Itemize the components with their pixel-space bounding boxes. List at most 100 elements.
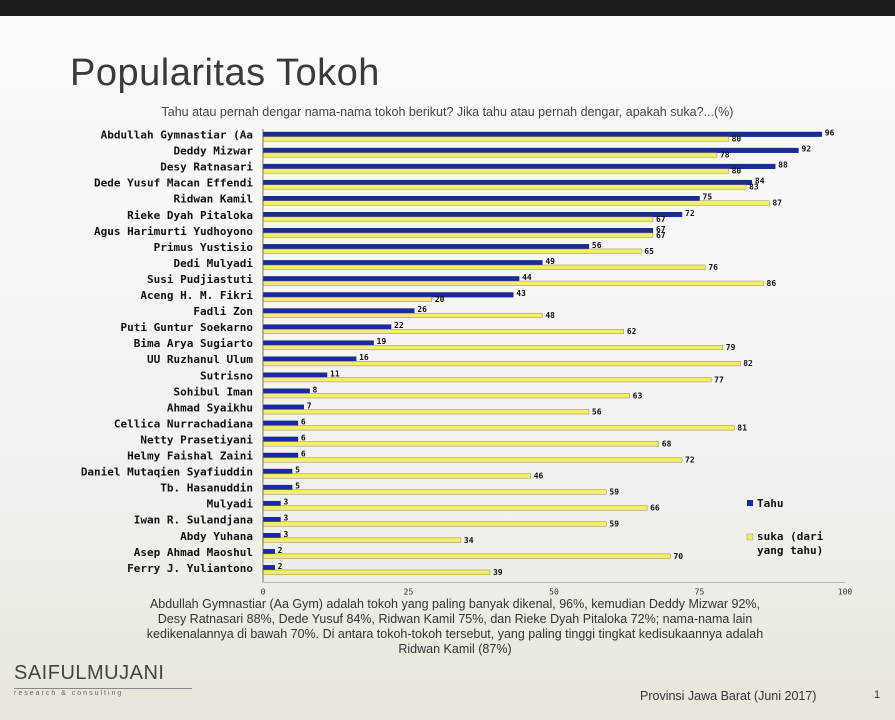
page-number: 1 — [874, 689, 881, 701]
data-label-tahu: 6 — [301, 433, 306, 442]
bar-suka — [262, 489, 607, 495]
bar-tahu — [262, 340, 374, 346]
category-label: Aceng H. M. Fikri — [140, 289, 253, 302]
category-label: Helmy Faishal Zaini — [127, 450, 253, 463]
bar-tahu — [262, 533, 281, 539]
chart-question: Tahu atau pernah dengar nama-nama tokoh … — [161, 105, 734, 119]
data-label-suka: 81 — [737, 423, 747, 432]
data-label-tahu: 43 — [516, 289, 526, 298]
bar-suka — [262, 345, 723, 351]
bar-tahu — [262, 147, 799, 153]
bar-suka — [262, 312, 543, 318]
bar-suka — [262, 473, 531, 479]
bar-suka — [262, 248, 642, 254]
data-label-suka: 83 — [749, 183, 759, 192]
bar-suka — [262, 152, 718, 158]
data-label-tahu: 3 — [283, 498, 288, 507]
category-label: Fadli Zon — [193, 305, 253, 318]
category-label: Rieke Dyah Pitaloka — [127, 209, 253, 222]
bar-suka — [262, 425, 735, 431]
legend-label-tahu: Tahu — [757, 497, 784, 510]
x-tick-label: 25 — [404, 587, 414, 596]
caption-line: kedikenalannya di bawah 70%. Di antara t… — [146, 627, 764, 641]
data-label-suka: 56 — [592, 407, 602, 416]
data-label-suka: 70 — [673, 552, 683, 561]
bar-tahu — [262, 276, 520, 282]
bar-tahu — [262, 388, 310, 394]
bar-suka — [262, 537, 462, 543]
bar-suka — [262, 569, 491, 575]
data-label-suka: 20 — [435, 295, 445, 304]
data-label-suka: 34 — [464, 536, 474, 545]
bar-suka — [262, 393, 630, 399]
company-logo-tagline: research & consulting — [14, 688, 192, 697]
category-label: Sutrisno — [200, 369, 253, 382]
caption-line: Desy Ratnasari 88%, Dede Yusuf 84%, Ridw… — [157, 612, 753, 626]
data-label-suka: 87 — [772, 199, 782, 208]
data-label-tahu: 88 — [778, 161, 788, 170]
category-label: Dedi Mulyadi — [174, 257, 254, 270]
bar-suka — [262, 505, 648, 511]
category-label: Agus Harimurti Yudhoyono — [94, 225, 253, 238]
data-label-tahu: 96 — [825, 129, 835, 138]
data-label-tahu: 3 — [283, 530, 288, 539]
category-label: Tb. Hasanuddin — [160, 482, 253, 495]
data-label-tahu: 26 — [417, 305, 427, 314]
bar-tahu — [262, 260, 543, 266]
x-tick-label: 75 — [695, 587, 705, 596]
data-label-tahu: 19 — [377, 337, 387, 346]
bar-tahu — [262, 549, 275, 555]
data-label-tahu: 92 — [801, 145, 811, 154]
bar-suka — [262, 168, 729, 174]
category-label: Primus Yustisio — [154, 241, 254, 254]
bar-tahu — [262, 195, 700, 201]
legend-label-suka-line2: yang tahu) — [757, 544, 823, 557]
data-label-suka: 72 — [685, 456, 695, 465]
bar-tahu — [262, 228, 654, 234]
category-label: Daniel Mutaqien Syafiuddin — [81, 466, 253, 479]
data-label-tahu: 6 — [301, 450, 306, 459]
bar-tahu — [262, 517, 281, 523]
data-label-tahu: 67 — [656, 225, 666, 234]
data-label-suka: 48 — [545, 311, 555, 320]
x-tick-label: 0 — [261, 587, 266, 596]
data-label-suka: 67 — [656, 215, 666, 224]
data-label-suka: 68 — [662, 439, 672, 448]
bar-suka — [262, 409, 590, 415]
bar-tahu — [262, 324, 392, 330]
data-label-tahu: 8 — [313, 385, 318, 394]
bar-tahu — [262, 436, 299, 442]
category-label: Puti Guntur Soekarno — [121, 321, 254, 334]
bar-tahu — [262, 292, 514, 298]
data-label-tahu: 49 — [545, 257, 555, 266]
data-label-tahu: 16 — [359, 353, 369, 362]
data-label-tahu: 56 — [592, 241, 602, 250]
bar-suka — [262, 280, 764, 286]
bar-suka — [262, 184, 747, 190]
data-label-tahu: 3 — [283, 514, 288, 523]
x-tick-label: 100 — [838, 587, 853, 596]
bar-suka — [262, 441, 659, 447]
data-label-tahu: 5 — [295, 482, 300, 491]
window-top-bar — [0, 0, 895, 16]
category-label: Abdy Yuhana — [180, 530, 253, 543]
data-label-tahu: 7 — [307, 401, 312, 410]
bar-suka — [262, 553, 671, 559]
bar-suka — [262, 264, 706, 270]
caption-line: Abdullah Gymnastiar (Aa Gym) adalah toko… — [149, 597, 761, 611]
footer-source: Provinsi Jawa Barat (Juni 2017) — [640, 689, 817, 703]
bar-suka — [262, 200, 770, 206]
bar-suka — [262, 136, 729, 142]
data-label-tahu: 6 — [301, 417, 306, 426]
bar-tahu — [262, 372, 328, 378]
data-label-suka: 46 — [534, 472, 544, 481]
legend-swatch-suka — [746, 533, 754, 541]
bar-suka — [262, 457, 683, 463]
bar-suka — [262, 521, 607, 527]
data-label-tahu: 72 — [685, 209, 695, 218]
data-label-suka: 66 — [650, 504, 660, 513]
bar-tahu — [262, 565, 275, 571]
data-label-suka: 76 — [708, 263, 718, 272]
legend-label-suka: suka (dari — [757, 530, 824, 543]
category-label: UU Ruzhanul Ulum — [147, 353, 253, 366]
